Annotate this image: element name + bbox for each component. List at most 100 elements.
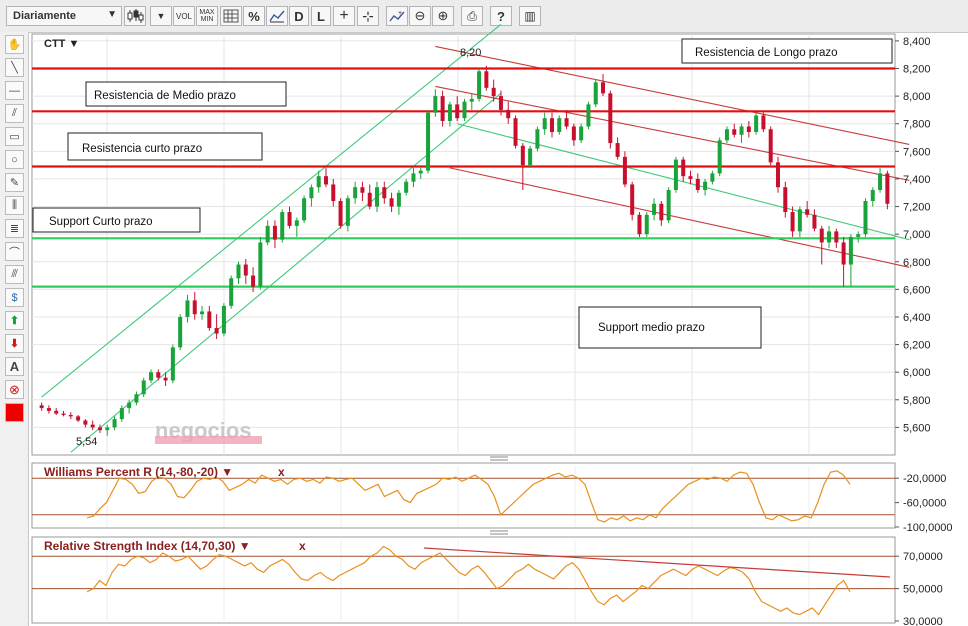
bear-candle — [287, 212, 292, 226]
y-tick-label: 6,400 — [903, 312, 931, 324]
bull-candle — [542, 118, 547, 130]
zoom-out-icon: ⊖ — [414, 8, 426, 23]
bull-candle — [258, 242, 263, 287]
symbol-label[interactable]: CTT ▼ — [44, 38, 79, 50]
crosshair-button[interactable]: + — [333, 6, 355, 26]
annotation-medium-resistance-text: Resistencia de Medio prazo — [94, 90, 236, 102]
bull-candle — [309, 187, 314, 199]
crosshair-alt-button[interactable]: ⊹ — [357, 6, 379, 26]
candlestick-type-button[interactable] — [124, 6, 146, 26]
bear-candle — [601, 82, 606, 94]
percent-button[interactable]: % — [243, 6, 265, 26]
volume-button[interactable]: VOL — [173, 6, 195, 26]
annotation-short-support[interactable]: Support Curto prazo — [32, 207, 201, 233]
help-button[interactable]: ? — [490, 6, 512, 26]
bull-candle — [469, 98, 474, 102]
color-picker[interactable] — [5, 403, 24, 422]
bull-candle — [462, 101, 467, 119]
bear-candle — [885, 173, 890, 204]
delete-tool[interactable]: ⊗ — [5, 380, 24, 399]
bull-candle — [644, 214, 649, 235]
bear-candle — [90, 424, 95, 428]
bull-candle — [710, 173, 715, 182]
y-tick-label: 7,600 — [903, 146, 931, 158]
fan-tool[interactable]: ⫻ — [5, 265, 24, 284]
bull-candle — [703, 181, 708, 190]
y-tick-label: 7,000 — [903, 229, 931, 241]
rectangle-tool[interactable]: ▭ — [5, 127, 24, 146]
arrow-down-tool[interactable]: ⬇ — [5, 334, 24, 353]
freehand-tool[interactable]: ✎ — [5, 173, 24, 192]
bear-candle — [163, 377, 168, 381]
text-tool[interactable]: A — [5, 357, 24, 376]
bear-candle — [491, 87, 496, 97]
dollar-tool[interactable]: $ — [5, 288, 24, 307]
print-button[interactable]: ⎙ — [461, 6, 483, 26]
horizontal-line-tool[interactable]: — — [5, 81, 24, 100]
bull-candle — [127, 402, 132, 409]
compare-chart-icon — [269, 10, 285, 23]
bull-candle — [170, 347, 175, 381]
rsi-title[interactable]: Relative Strength Index (14,70,30) ▼ — [44, 539, 251, 553]
annotation-long-resistance[interactable]: Resistencia de Longo prazo — [681, 38, 893, 64]
bear-candle — [637, 214, 642, 235]
daily-button[interactable]: D — [289, 6, 309, 26]
drawing-tools-sidebar: ✋ ╲ — ⫽ ▭ ○ ✎ ⫼ ≣ ⌒ ⫻ $ ⬆ ⬇ A ⊗ — [0, 32, 29, 626]
rsi-levels — [32, 555, 895, 590]
indicator-y-label: 50,0000 — [903, 584, 943, 596]
channel-tool[interactable]: ⫽ — [5, 104, 24, 123]
compare-button[interactable] — [266, 6, 288, 26]
y-tick-label: 7,200 — [903, 202, 931, 214]
bear-candle — [484, 71, 489, 88]
bull-candle — [652, 203, 657, 215]
indicator-button[interactable]: + — [386, 6, 408, 26]
bull-candle — [557, 118, 562, 133]
chevron-down-icon: ▼ — [107, 9, 117, 20]
williams-close[interactable]: x — [278, 465, 285, 479]
candlestick-icon — [127, 9, 144, 23]
y-tick-label: 8,400 — [903, 36, 931, 48]
fibonacci-retrace-tool[interactable]: ≣ — [5, 219, 24, 238]
delete-icon: ⊗ — [9, 381, 20, 397]
bear-candle — [761, 115, 766, 130]
bull-candle — [141, 380, 146, 395]
chart-type-dropdown[interactable]: ▼ — [150, 6, 172, 26]
pan-tool[interactable]: ✋ — [5, 35, 24, 54]
bear-candle — [97, 427, 102, 431]
arrow-up-tool[interactable]: ⬆ — [5, 311, 24, 330]
grid-button[interactable] — [220, 6, 242, 26]
zoom-in-button[interactable]: ⊕ — [432, 6, 454, 26]
bear-candle — [615, 143, 620, 157]
panel-splitter-2[interactable] — [490, 530, 508, 535]
maxmin-button[interactable]: MAX MIN — [196, 6, 218, 26]
bull-candle — [221, 305, 226, 334]
williams-title[interactable]: Williams Percent R (14,-80,-20) ▼ — [44, 465, 233, 479]
rsi-grid — [106, 540, 810, 621]
annotation-medium-resistance[interactable]: Resistencia de Medio prazo — [85, 81, 287, 107]
panel-splitter-1[interactable] — [490, 456, 508, 461]
log-scale-button[interactable]: L — [311, 6, 331, 26]
ellipse-tool[interactable]: ○ — [5, 150, 24, 169]
trendline-tool[interactable]: ╲ — [5, 58, 24, 77]
bear-candle — [819, 228, 824, 243]
bull-candle — [827, 231, 832, 243]
bull-candle — [433, 96, 438, 113]
bear-candle — [805, 209, 810, 215]
zoom-out-button[interactable]: ⊖ — [409, 6, 431, 26]
bull-candle — [717, 140, 722, 174]
bull-candle — [200, 311, 205, 315]
book-button[interactable]: ▥ — [519, 6, 541, 26]
rsi-close[interactable]: x — [299, 539, 306, 553]
arc-tool[interactable]: ⌒ — [5, 242, 24, 261]
period-dropdown[interactable]: Diariamente ▼ — [6, 6, 122, 26]
annotation-short-resistance[interactable]: Resistencia curto prazo — [67, 132, 263, 161]
bear-candle — [608, 93, 613, 144]
percent-label: % — [248, 8, 260, 24]
help-label: ? — [497, 8, 505, 24]
bull-candle — [878, 173, 883, 190]
annotation-medium-support[interactable]: Support medio prazo — [578, 306, 762, 349]
fibonacci-tool[interactable]: ⫼ — [5, 196, 24, 215]
y-tick-label: 7,400 — [903, 174, 931, 186]
bear-candle — [323, 176, 328, 185]
bull-candle — [724, 129, 729, 141]
